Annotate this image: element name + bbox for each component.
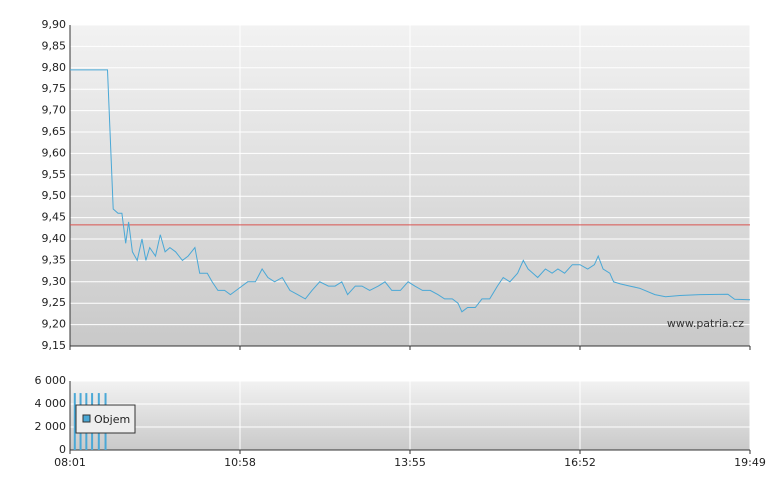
- y-tick-label: 9,35: [42, 253, 67, 266]
- y-tick-label: 9,70: [42, 104, 67, 117]
- price-line: [70, 69, 751, 313]
- y-tick-label: 9,80: [42, 61, 67, 74]
- y-tick-label: 9,85: [42, 39, 67, 52]
- x-tick-label: 10:58: [224, 456, 256, 469]
- y-tick-label: 9,75: [42, 82, 67, 95]
- y-tick-label: 6 000: [35, 374, 67, 387]
- x-tick-label: 19:49: [734, 456, 766, 469]
- y-tick-label: 9,20: [42, 318, 67, 331]
- y-tick-label: 9,40: [42, 232, 67, 245]
- y-tick-label: 9,45: [42, 211, 67, 224]
- legend-label: Objem: [94, 413, 130, 426]
- x-tick-label: 08:01: [54, 456, 86, 469]
- y-tick-label: 9,90: [42, 18, 67, 31]
- y-tick-label: 9,30: [42, 275, 67, 288]
- watermark: www.patria.cz: [667, 317, 744, 330]
- y-tick-label: 0: [59, 443, 66, 456]
- x-tick-label: 16:52: [564, 456, 596, 469]
- y-tick-label: 9,25: [42, 296, 67, 309]
- volume-bar: [73, 393, 76, 450]
- y-tick-label: 9,60: [42, 146, 67, 159]
- legend-swatch: [82, 414, 91, 423]
- y-tick-label: 9,15: [42, 339, 67, 352]
- y-tick-label: 9,55: [42, 168, 67, 181]
- y-tick-label: 9,65: [42, 125, 67, 138]
- y-tick-label: 4 000: [35, 397, 67, 410]
- y-tick-label: 2 000: [35, 420, 67, 433]
- y-tick-label: 9,50: [42, 189, 67, 202]
- x-tick-label: 13:55: [394, 456, 426, 469]
